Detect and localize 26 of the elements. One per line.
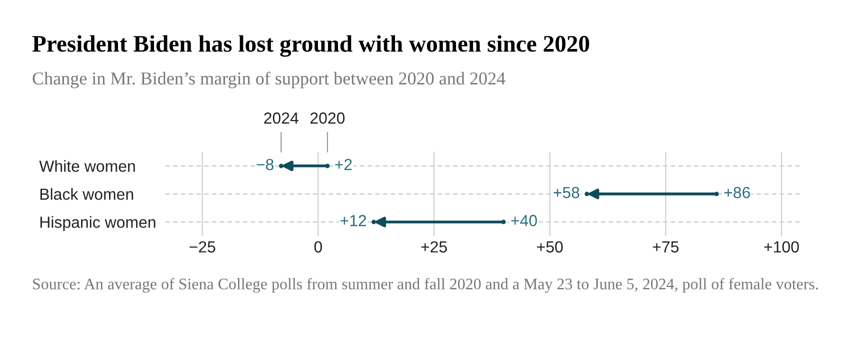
chart-title: President Biden has lost ground with women since 2020: [32, 35, 590, 57]
data-label: +86: [724, 186, 750, 198]
point: [325, 164, 330, 168]
x-tick-label: +25: [421, 241, 447, 253]
chart-subtitle: Change in Mr. Biden’s margin of support between 2020 and 2024: [32, 72, 506, 88]
source-note: Source: An average of Siena College polls from summer and fall 2020 and a May 23 to June 5, 2024, poll of female voters.: [33, 278, 818, 293]
y-tick-label: Hispanic women: [40, 216, 156, 232]
y-tick-label: Black women: [40, 188, 134, 200]
point: [501, 220, 506, 224]
text: 2020: [310, 112, 345, 124]
x-tick-label: +75: [652, 241, 679, 253]
data-label: +58: [554, 186, 580, 198]
text: 2024: [264, 112, 298, 124]
x-tick-label: 0: [314, 241, 322, 253]
x-tick-label: −25: [190, 241, 216, 253]
y-tick-label: White women: [39, 160, 135, 172]
point: [714, 192, 719, 196]
data-label: −8: [256, 158, 274, 170]
point: [278, 164, 284, 168]
data-label: +2: [335, 158, 352, 170]
data-label: +12: [340, 214, 366, 226]
data-label: +40: [511, 214, 537, 226]
point: [584, 192, 590, 196]
x-tick-label: +50: [537, 241, 563, 253]
point: [372, 220, 376, 224]
x-tick-label: +100: [764, 241, 799, 253]
